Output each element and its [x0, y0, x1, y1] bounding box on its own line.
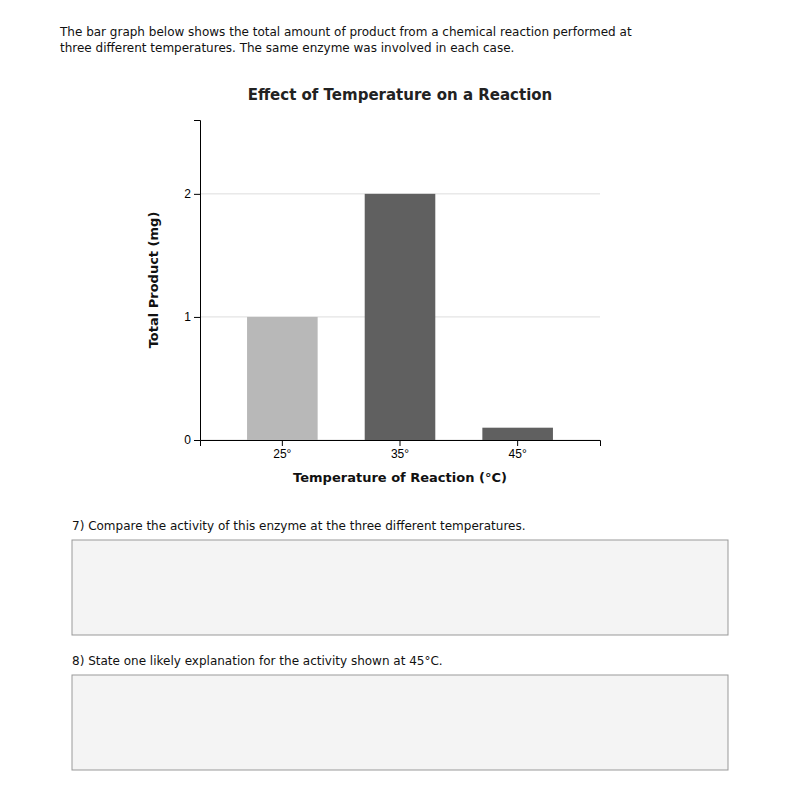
tick-label: 2: [184, 187, 191, 201]
description: The bar graph below shows the total amou…: [59, 25, 632, 55]
answer-box: [72, 675, 728, 770]
description-line: The bar graph below shows the total amou…: [59, 25, 632, 39]
bar: [365, 194, 436, 440]
question: 8) State one likely explanation for the …: [72, 654, 443, 668]
x-tick: 25°: [273, 440, 291, 461]
y-tick: 1: [184, 310, 200, 324]
tick-mark: [194, 317, 200, 318]
question: 7) Compare the activity of this enzyme a…: [72, 519, 526, 533]
x-axis: 25° 35° 45°: [201, 440, 601, 461]
tick-label: 0: [184, 433, 191, 447]
bars: [247, 194, 553, 440]
y-tick: 2: [184, 187, 200, 201]
y-axis-title: Total Product (mg): [146, 212, 161, 349]
tick-label: 1: [184, 310, 191, 324]
tick-label: 45°: [509, 447, 527, 461]
tick-label: 35°: [391, 447, 409, 461]
x-tick: 45°: [509, 440, 527, 461]
chart-title: Effect of Temperature on a Reaction: [248, 86, 553, 104]
y-tick: 0: [184, 433, 200, 447]
tick-mark: [194, 440, 200, 441]
bar: [482, 428, 553, 440]
description-line: three different temperatures. The same e…: [60, 41, 514, 55]
tick-mark: [194, 194, 200, 195]
answer-box: [72, 540, 728, 635]
axis-domain: [194, 121, 201, 441]
y-axis: 0 1 2: [184, 121, 200, 448]
axis-domain: [201, 441, 601, 447]
tick-mark: [400, 440, 401, 446]
grid: [200, 194, 600, 440]
x-axis-title: Temperature of Reaction (°C): [293, 470, 507, 485]
page: The bar graph below shows the total amou…: [0, 0, 800, 800]
tick-label: 25°: [273, 447, 291, 461]
plot: 0 1 2 25° 35° 45°: [184, 121, 600, 461]
tick-mark: [282, 440, 283, 446]
tick-mark: [517, 440, 518, 446]
bar: [247, 317, 318, 440]
x-tick: 35°: [391, 440, 409, 461]
